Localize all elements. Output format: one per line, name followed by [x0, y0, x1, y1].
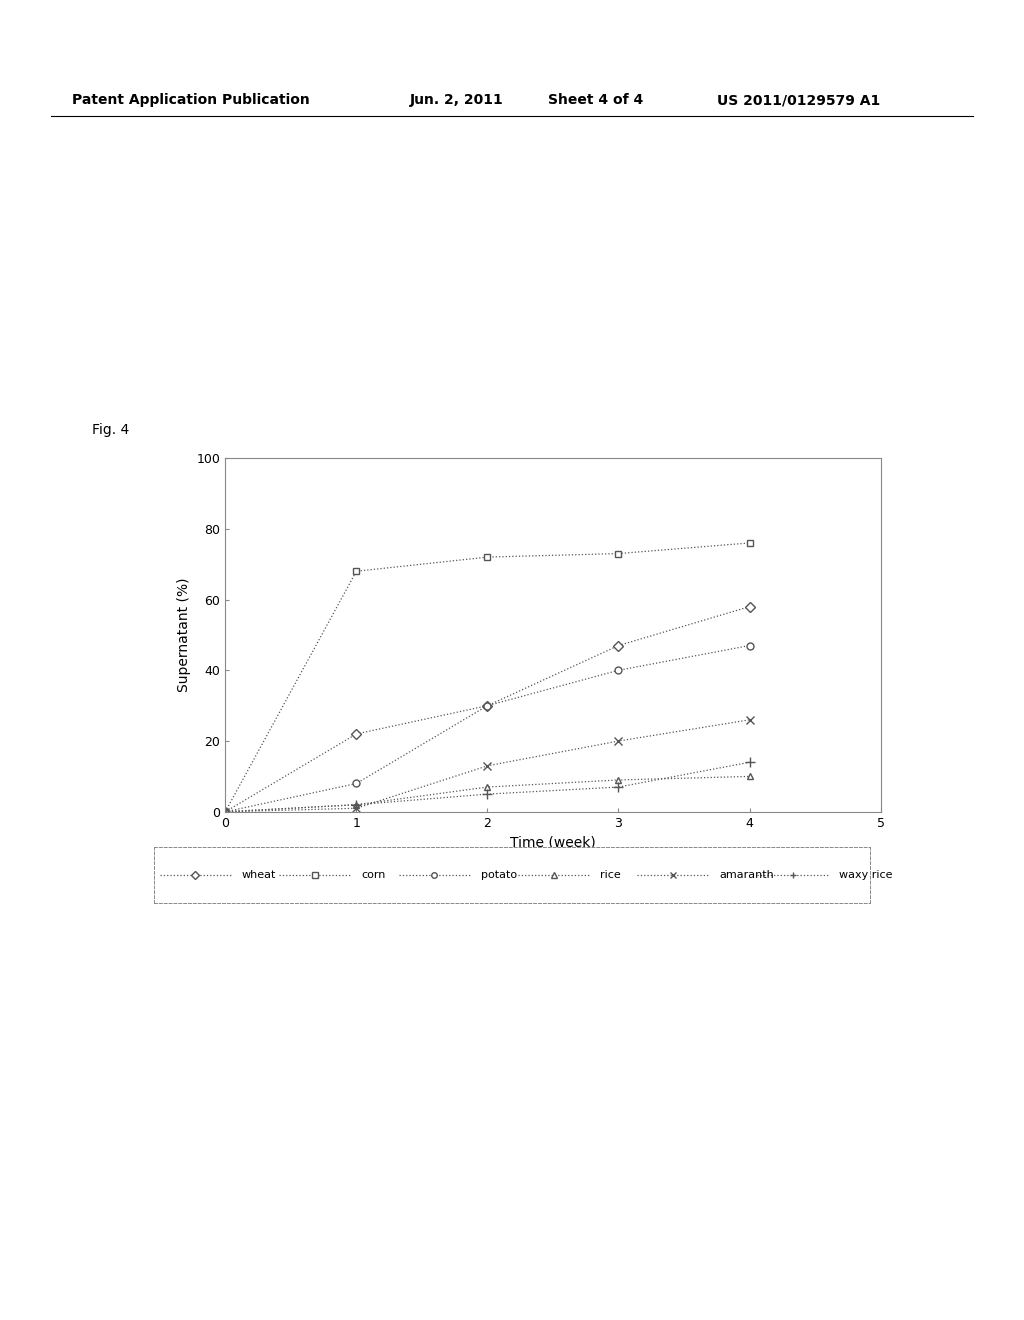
Text: waxy rice: waxy rice	[840, 870, 893, 880]
Text: wheat: wheat	[242, 870, 276, 880]
X-axis label: Time (week): Time (week)	[510, 836, 596, 849]
Text: Sheet 4 of 4: Sheet 4 of 4	[548, 94, 643, 107]
Text: Jun. 2, 2011: Jun. 2, 2011	[410, 94, 504, 107]
Y-axis label: Supernatant (%): Supernatant (%)	[177, 578, 191, 692]
Text: Patent Application Publication: Patent Application Publication	[72, 94, 309, 107]
Text: corn: corn	[361, 870, 386, 880]
Text: potato: potato	[481, 870, 517, 880]
Text: Fig. 4: Fig. 4	[92, 424, 129, 437]
Text: rice: rice	[600, 870, 622, 880]
Text: amaranth: amaranth	[720, 870, 774, 880]
Text: US 2011/0129579 A1: US 2011/0129579 A1	[717, 94, 880, 107]
